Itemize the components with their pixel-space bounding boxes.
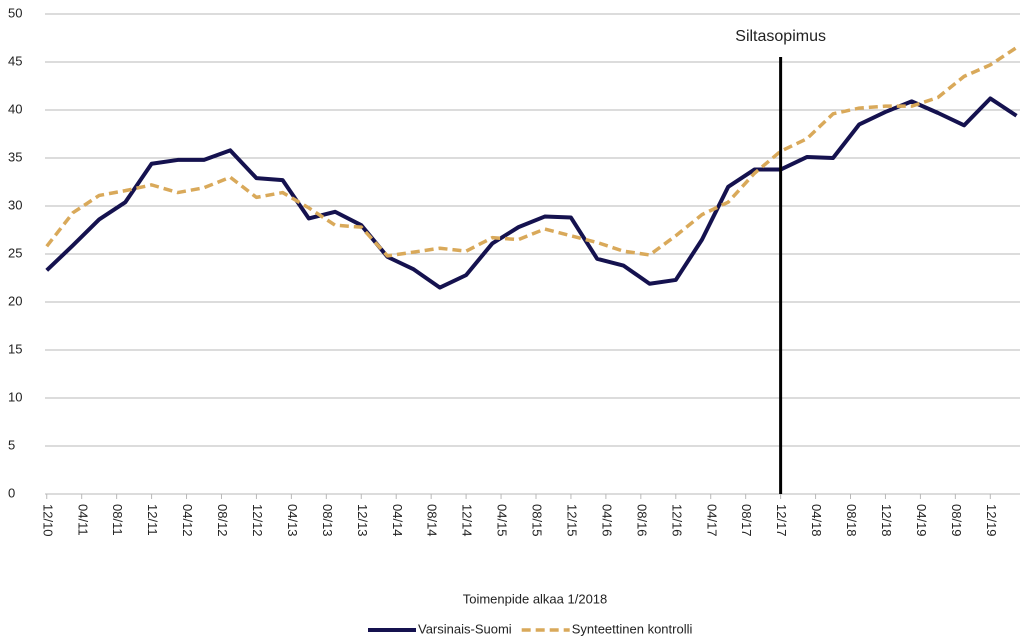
annotation-label: Siltasopimus: [735, 28, 826, 45]
x-tick-label: 04/12: [180, 504, 195, 537]
x-tick-label: 08/12: [215, 504, 230, 537]
y-tick-label: 40: [8, 101, 22, 116]
y-tick-label: 30: [8, 197, 22, 212]
y-tick-label: 5: [8, 437, 15, 452]
x-tick-label: 12/19: [984, 504, 999, 537]
x-tick-label: 04/19: [914, 504, 929, 537]
x-tick-label: 12/10: [40, 504, 55, 537]
x-tick-label: 12/14: [460, 504, 475, 537]
x-tick-label: 12/12: [250, 504, 265, 537]
x-tick-label: 12/15: [565, 504, 580, 537]
y-tick-label: 0: [8, 485, 15, 500]
x-tick-label: 12/17: [774, 504, 789, 537]
x-tick-label: 08/19: [949, 504, 964, 537]
x-tick-label: 08/18: [844, 504, 859, 537]
x-axis-label: Toimenpide alkaa 1/2018: [463, 591, 608, 606]
x-tick-label: 08/13: [320, 504, 335, 537]
y-tick-label: 35: [8, 149, 22, 164]
x-tick-label: 04/14: [390, 504, 405, 537]
y-tick-label: 20: [8, 293, 22, 308]
x-tick-label: 08/17: [739, 504, 754, 537]
x-tick-label: 04/13: [285, 504, 300, 537]
legend-label: Varsinais-Suomi: [418, 621, 512, 636]
x-tick-label: 08/11: [110, 504, 125, 536]
x-tick-label: 04/11: [75, 504, 90, 536]
x-tick-label: 08/15: [530, 504, 545, 537]
x-tick-label: 12/11: [145, 504, 160, 536]
x-tick-label: 04/18: [809, 504, 824, 537]
y-tick-label: 25: [8, 245, 22, 260]
x-tick-label: 04/17: [704, 504, 719, 537]
x-tick-label: 04/16: [599, 504, 614, 537]
y-tick-label: 10: [8, 389, 22, 404]
x-tick-label: 12/13: [355, 504, 370, 537]
series-line: [45, 46, 1018, 258]
y-tick-label: 45: [8, 53, 22, 68]
x-tick-label: 12/16: [669, 504, 684, 537]
y-tick-label: 15: [8, 341, 22, 356]
x-tick-label: 08/14: [425, 504, 440, 537]
x-tick-label: 04/15: [495, 504, 510, 537]
x-tick-label: 12/18: [879, 504, 894, 537]
legend-label: Synteettinen kontrolli: [572, 621, 693, 636]
y-tick-label: 50: [8, 5, 22, 20]
x-tick-label: 08/16: [634, 504, 649, 537]
series-line: [45, 96, 1018, 290]
